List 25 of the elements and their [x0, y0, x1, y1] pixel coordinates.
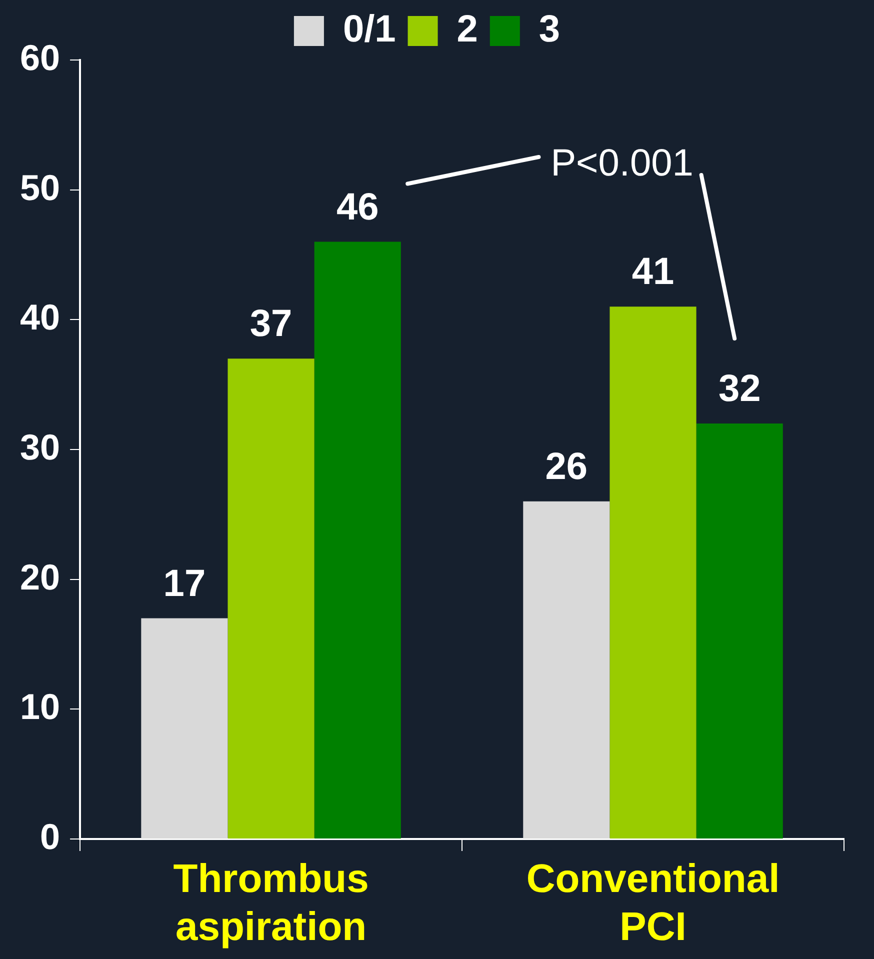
y-tick-label: 0	[40, 816, 60, 857]
y-tick-label: 60	[20, 36, 60, 78]
bar	[228, 358, 314, 838]
legend-label: 0/1	[342, 8, 396, 50]
bar	[523, 501, 610, 838]
y-tick-label: 20	[20, 556, 60, 598]
x-tick-label: Conventional PCI	[526, 857, 780, 950]
bar	[696, 424, 783, 838]
y-tick-label: 40	[20, 296, 60, 338]
y-tick-label: 10	[20, 686, 60, 728]
data-label: 37	[250, 303, 292, 346]
legend-label: 2	[456, 8, 478, 50]
data-label: 41	[632, 251, 674, 294]
legend-label: 3	[538, 8, 560, 50]
y-tick-label: 30	[20, 426, 60, 468]
data-label: 26	[545, 446, 588, 488]
bar	[610, 306, 696, 838]
bar	[314, 242, 401, 838]
annotation: P<0.001	[550, 142, 694, 184]
bar	[141, 618, 228, 838]
data-label: 17	[163, 562, 206, 605]
y-tick-label: 50	[20, 166, 60, 208]
data-label: 46	[336, 186, 379, 228]
data-label: 32	[718, 368, 761, 410]
x-tick-label: Thrombus aspiration	[173, 857, 369, 950]
